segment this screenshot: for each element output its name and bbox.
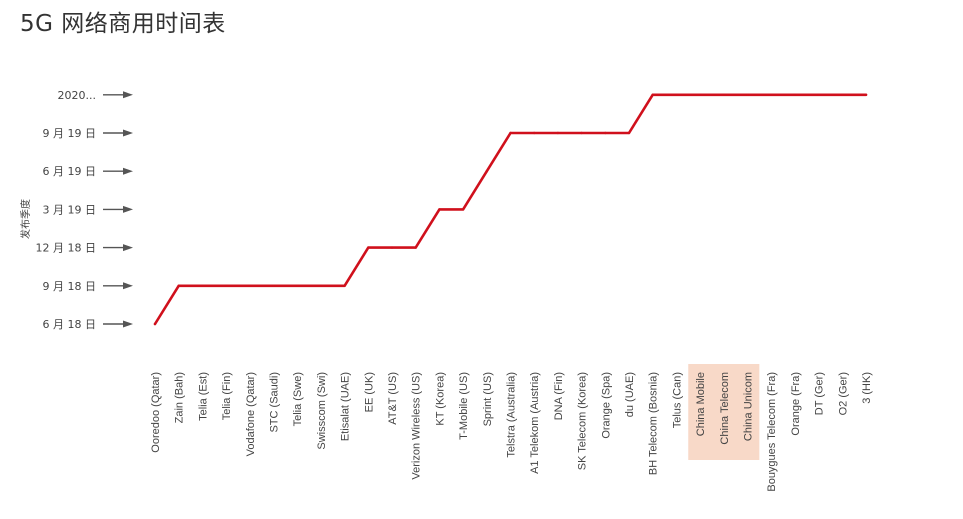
x-tick-label: Vodafone (Qatar)	[245, 372, 257, 456]
data-point	[770, 93, 773, 97]
y-tick-label: 6 月 19 日	[43, 165, 97, 178]
y-axis-label: 发布季度	[19, 199, 32, 239]
data-point	[319, 284, 323, 287]
data-point	[841, 93, 844, 97]
data-point	[485, 170, 488, 173]
x-tick-label: DNA (Fin)	[553, 372, 565, 420]
data-point	[580, 131, 583, 135]
y-tick-arrowhead	[123, 244, 133, 252]
data-point	[177, 284, 180, 287]
data-point	[224, 284, 228, 287]
data-point	[722, 93, 725, 97]
data-point	[201, 284, 204, 287]
data-point	[509, 131, 512, 135]
data-point	[556, 131, 560, 135]
x-tick-label: O2 (Ger)	[837, 372, 849, 415]
data-point	[248, 284, 251, 287]
y-tick-label: 6 月 18 日	[43, 318, 97, 331]
data-point	[698, 93, 702, 97]
x-tick-label: Telia (Swe)	[292, 372, 304, 426]
x-tick-label: EE (UK)	[363, 372, 375, 412]
y-tick-label: 3 月 19 日	[43, 203, 97, 216]
data-point	[864, 93, 868, 97]
y-tick-arrowhead	[123, 91, 133, 99]
x-tick-label: Orange (Spa)	[600, 372, 612, 439]
y-tick-arrowhead	[123, 167, 133, 175]
x-tick-label: Sprint (US)	[482, 372, 494, 426]
x-tick-label: Telia (Fin)	[221, 372, 233, 420]
x-tick-label: Zain (Bah)	[174, 372, 186, 423]
data-point	[272, 284, 275, 287]
data-point	[461, 208, 465, 211]
x-tick-label: Telia (Est)	[197, 372, 209, 421]
x-tick-label: Orange (Fra)	[790, 372, 802, 436]
y-tick-label: 2020...	[58, 89, 96, 102]
data-point	[343, 284, 346, 287]
y-tick-arrowhead	[123, 205, 133, 213]
data-point	[675, 93, 678, 97]
x-tick-label: STC (Saudi)	[269, 372, 281, 433]
chart-title: 5G 网络商用时间表	[20, 11, 226, 37]
x-tick-label: T-Mobile (US)	[458, 372, 470, 440]
x-tick-label: China Mobile	[695, 372, 707, 436]
data-point	[627, 131, 631, 135]
y-tick-arrowhead	[123, 282, 133, 290]
data-point	[414, 246, 417, 249]
y-tick-label: 9 月 19 日	[43, 127, 97, 140]
x-tick-label: DT (Ger)	[814, 372, 826, 415]
y-tick-arrowhead	[123, 129, 133, 137]
x-tick-label: Ooredoo (Qatar)	[150, 372, 162, 453]
x-tick-label: A1 Telekom (Austria)	[529, 372, 541, 474]
data-point	[153, 322, 157, 326]
data-point	[746, 93, 749, 97]
series-line	[153, 93, 868, 326]
x-tick-label: SK Telecom (Korea)	[577, 372, 589, 470]
x-tick-label: BH Telecom (Bosnia)	[648, 372, 660, 475]
data-point	[367, 246, 370, 249]
x-tick-label: Telstra (Australia)	[506, 372, 518, 458]
data-point	[296, 284, 299, 287]
x-tick-label: AT&T (US)	[387, 372, 399, 425]
data-point	[817, 93, 820, 97]
x-tick-label: KT (Korea)	[434, 372, 446, 426]
data-point	[438, 208, 441, 211]
china-operators-highlight	[688, 364, 760, 460]
x-tick-label: China Unicom	[743, 372, 755, 441]
x-tick-label: du (UAE)	[624, 372, 636, 417]
y-tick-arrowhead	[123, 320, 133, 328]
x-tick-label: Swisscom (Swi)	[316, 372, 328, 450]
x-tick-label: Telus (Can)	[671, 372, 683, 428]
data-point	[533, 131, 536, 135]
x-tick-label: Bouygues Telecom (Fra)	[766, 372, 778, 492]
x-tick-label: 3 (HK)	[861, 372, 873, 404]
x-tick-label: Etisalat (UAE)	[340, 372, 352, 441]
y-tick-label: 12 月 18 日	[36, 242, 96, 255]
data-point	[651, 93, 654, 97]
data-point	[793, 93, 797, 97]
data-point	[604, 131, 607, 135]
y-tick-label: 9 月 18 日	[43, 280, 97, 293]
x-tick-label: Verizon Wireless (US)	[411, 372, 423, 480]
data-point	[390, 246, 394, 249]
x-tick-label: China Telecom	[719, 372, 731, 445]
